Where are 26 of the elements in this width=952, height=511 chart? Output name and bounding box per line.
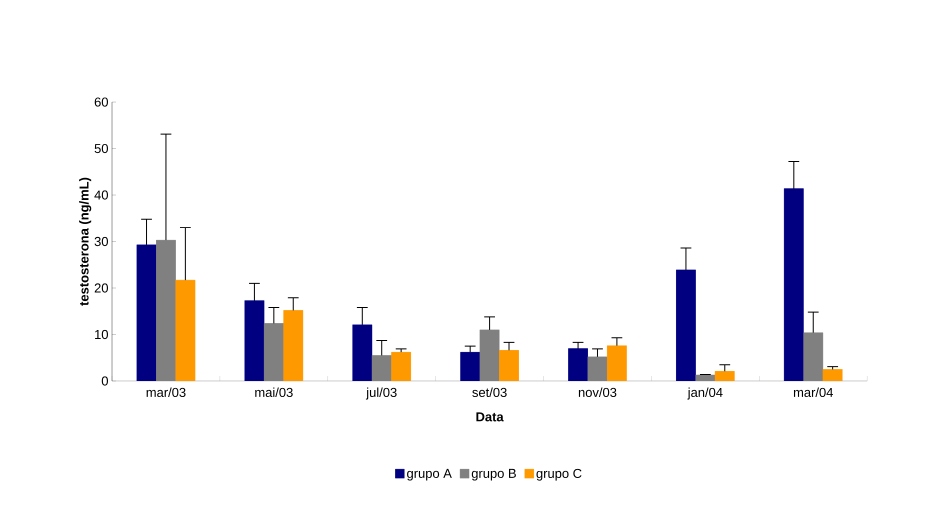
bar bbox=[352, 324, 372, 381]
legend-label: grupo A bbox=[407, 468, 452, 481]
x-tick-label: jan/04 bbox=[687, 387, 723, 400]
y-tick-label: 10 bbox=[95, 330, 108, 340]
x-tick-label: mai/03 bbox=[255, 387, 293, 398]
bar bbox=[460, 352, 480, 381]
y-tick-label: 30 bbox=[94, 236, 108, 246]
y-tick-label: 0 bbox=[102, 376, 108, 386]
y-tick-label: 20 bbox=[94, 283, 108, 293]
bar bbox=[568, 348, 588, 381]
x-tick-label: mar/03 bbox=[146, 387, 186, 398]
bar bbox=[676, 270, 696, 381]
x-tick-label: set/03 bbox=[472, 387, 507, 398]
bar bbox=[136, 244, 156, 381]
x-tick-label: mar/04 bbox=[794, 387, 834, 398]
bar bbox=[244, 300, 264, 381]
y-tick-label: 50 bbox=[94, 144, 108, 154]
legend-label: grupo B bbox=[472, 468, 516, 481]
legend-label: grupo C bbox=[536, 468, 582, 481]
y-tick-label: 60 bbox=[94, 97, 108, 107]
y-tick-label: 40 bbox=[94, 190, 108, 200]
x-tick-label: jul/03 bbox=[366, 387, 397, 400]
bar bbox=[784, 188, 804, 381]
x-axis-title: Data bbox=[476, 412, 504, 422]
y-axis-title: testosterona (ng/mL) bbox=[79, 178, 92, 306]
x-tick-label: nov/03 bbox=[578, 387, 616, 398]
